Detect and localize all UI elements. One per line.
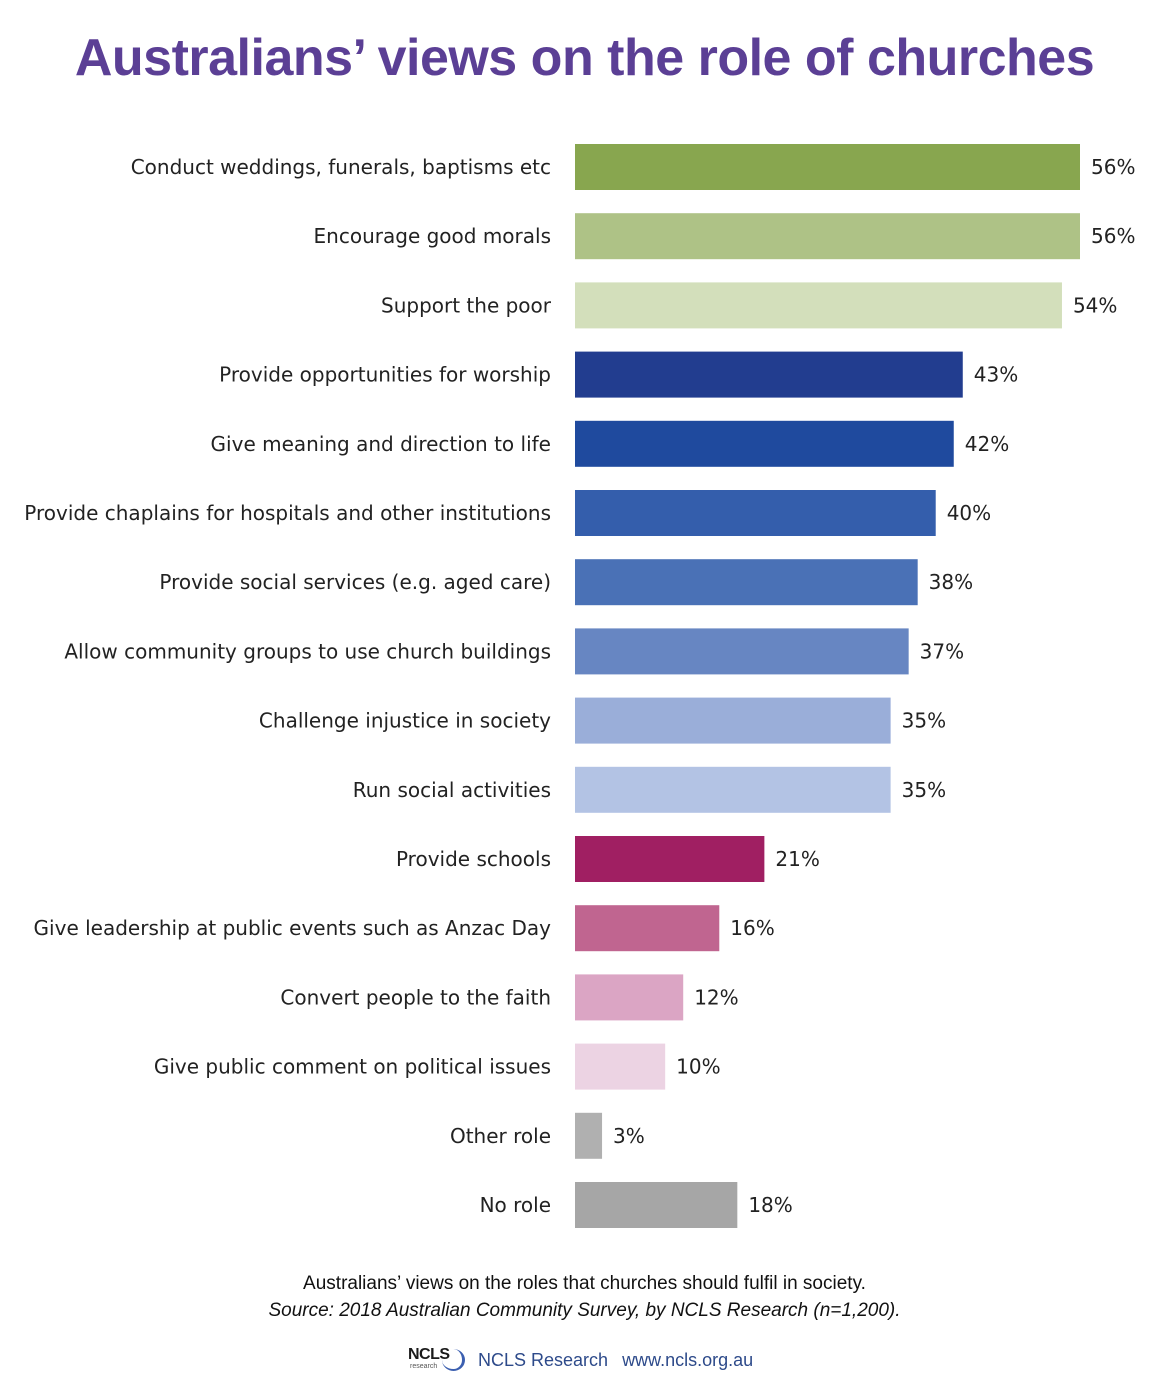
category-label-3: Provide opportunities for worship [219,363,551,387]
value-label-4: 42% [965,432,1009,456]
bar-7 [575,628,909,675]
category-label-4: Give meaning and direction to life [211,432,551,456]
category-labels-group: Conduct weddings, funerals, baptisms etc… [24,155,551,1217]
category-label-8: Challenge injustice in society [259,709,551,733]
category-label-6: Provide social services (e.g. aged care) [159,570,551,594]
bar-1 [575,213,1080,260]
category-label-1: Encourage good morals [314,224,551,248]
category-label-10: Provide schools [396,847,551,871]
bar-9 [575,766,891,813]
category-label-12: Convert people to the faith [280,985,551,1009]
category-label-15: No role [480,1193,551,1217]
value-label-1: 56% [1091,224,1135,248]
bar-5 [575,490,936,536]
logo-swoosh-icon [442,1349,465,1371]
bar-12 [575,974,684,1021]
value-label-2: 54% [1073,293,1117,317]
footer: NCLS research NCLS Research www.ncls.org… [408,1345,753,1375]
bar-2 [575,282,1062,329]
bar-8 [575,697,891,744]
bar-13 [575,1043,666,1090]
category-label-9: Run social activities [353,778,551,802]
bar-15 [575,1182,738,1228]
category-label-11: Give leadership at public events such as… [34,916,552,940]
bar-3 [575,351,963,398]
bar-chart: Conduct weddings, funerals, baptisms etc… [24,144,1135,1228]
chart-caption: Australians’ views on the roles that chu… [303,1273,866,1294]
logo-subtext: research [410,1363,438,1370]
value-label-6: 38% [929,570,973,594]
bar-4 [575,420,954,467]
footer-url[interactable]: www.ncls.org.au [622,1349,754,1370]
footer-brand: NCLS Research [478,1349,609,1370]
ncls-logo: NCLS research [408,1346,465,1373]
value-label-5: 40% [947,501,991,525]
value-labels-group: 56% 56% 54% 43% 42% 40% 38% 37% 35% 35% 21% 16% 12% 1… [613,155,1135,1217]
bar-11 [575,905,720,952]
value-label-7: 37% [920,639,964,663]
value-label-12: 12% [694,985,738,1009]
bar-6 [575,559,918,606]
category-label-14: Other role [450,1124,551,1148]
bar-14 [575,1112,603,1159]
bar-0 [575,144,1080,190]
value-label-11: 16% [730,916,774,940]
bars-group [575,144,1080,1228]
value-label-3: 43% [974,363,1018,387]
value-label-8: 35% [902,709,946,733]
value-label-14: 3% [613,1124,645,1148]
category-label-5: Provide chaplains for hospitals and othe… [24,501,551,525]
category-label-7: Allow community groups to use church bui… [64,639,551,663]
value-label-15: 18% [748,1193,792,1217]
value-label-13: 10% [676,1055,720,1079]
chart-title: Australians’ views on the role of church… [74,29,1095,87]
category-label-13: Give public comment on political issues [154,1055,551,1079]
category-label-0: Conduct weddings, funerals, baptisms etc [131,155,551,179]
value-label-9: 35% [902,778,946,802]
category-label-2: Support the poor [381,293,552,317]
chart-source: Source: 2018 Australian Community Survey… [268,1300,901,1321]
value-label-0: 56% [1091,155,1135,179]
value-label-10: 21% [775,847,819,871]
bar-10 [575,836,765,882]
logo-text: NCLS [408,1346,450,1363]
